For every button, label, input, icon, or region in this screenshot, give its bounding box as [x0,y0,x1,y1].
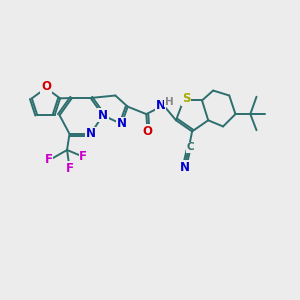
Text: N: N [180,161,190,174]
Text: O: O [142,125,152,138]
Text: N: N [85,128,96,140]
Text: F: F [65,162,74,175]
Text: S: S [182,92,190,105]
Text: F: F [79,150,87,163]
Text: N: N [156,99,166,112]
Text: H: H [165,97,173,107]
Text: F: F [44,153,52,167]
Text: C: C [187,142,194,152]
Text: N: N [116,118,127,130]
Text: O: O [41,80,51,93]
Text: N: N [98,109,108,122]
